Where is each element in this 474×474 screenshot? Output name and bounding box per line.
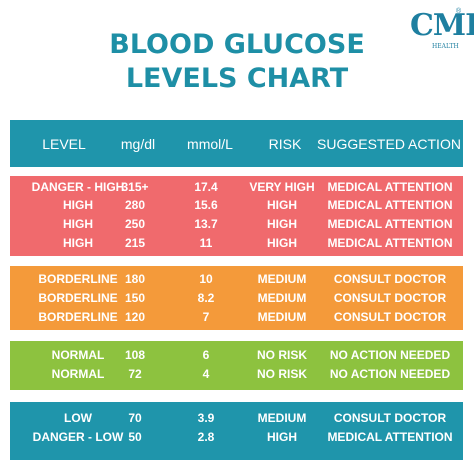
table-row: BORDERLINE 120 7 MEDIUM CONSULT DOCTOR	[10, 308, 463, 326]
cell-mmol-l: 7	[202, 310, 210, 324]
cell-level: HIGH	[63, 217, 93, 231]
cell-risk: VERY HIGH	[249, 180, 315, 194]
cell-mmol-l: 15.6	[194, 198, 218, 212]
cell-risk: HIGH	[267, 430, 297, 444]
low-band	[10, 402, 463, 460]
cell-action: NO ACTION NEEDED	[329, 367, 451, 381]
cell-level: BORDERLINE	[38, 310, 118, 324]
cell-risk: MEDIUM	[257, 310, 307, 324]
table-row: BORDERLINE 150 8.2 MEDIUM CONSULT DOCTOR	[10, 289, 463, 307]
page-title-line-1: BLOOD GLUCOSE	[109, 29, 365, 60]
table-header-row: LEVEL mg/dl mmol/L RISK SUGGESTED ACTION	[10, 135, 463, 153]
header-mmol-l: mmol/L	[187, 136, 233, 152]
cell-mmol-l: 4	[202, 367, 210, 381]
page-title-line-2: LEVELS CHART	[125, 63, 349, 94]
cell-level: HIGH	[63, 198, 93, 212]
cell-action: NO ACTION NEEDED	[329, 348, 451, 362]
cell-level: BORDERLINE	[38, 272, 118, 286]
cell-mmol-l: 13.7	[194, 217, 218, 231]
cell-action: MEDICAL ATTENTION	[327, 430, 453, 444]
cell-mmol-l: 2.8	[197, 430, 215, 444]
table-row: DANGER - LOW 50 2.8 HIGH MEDICAL ATTENTION	[10, 428, 463, 446]
table-row: LOW 70 3.9 MEDIUM CONSULT DOCTOR	[10, 409, 463, 427]
cell-mg-dl: 70	[128, 411, 142, 425]
cell-action: MEDICAL ATTENTION	[327, 217, 453, 231]
cell-risk: MEDIUM	[257, 291, 307, 305]
cell-level: HIGH	[63, 236, 93, 250]
cell-risk: HIGH	[267, 236, 297, 250]
logo-mark: CMI	[410, 8, 474, 43]
cell-mg-dl: 72	[128, 367, 142, 381]
cell-level: BORDERLINE	[38, 291, 118, 305]
logo-subtitle: HEALTH	[432, 43, 459, 50]
table-header-band	[10, 120, 463, 167]
cell-mg-dl: 315+	[121, 180, 149, 194]
cell-level: DANGER - LOW	[32, 430, 124, 444]
header-risk: RISK	[268, 136, 302, 152]
cell-level: NORMAL	[51, 348, 105, 362]
table-row: NORMAL 72 4 NO RISK NO ACTION NEEDED	[10, 365, 463, 383]
cell-risk: NO RISK	[256, 348, 307, 362]
cell-risk: MEDIUM	[257, 272, 307, 286]
cell-mg-dl: 250	[124, 217, 146, 231]
cell-mmol-l: 10	[199, 272, 213, 286]
cmi-health-logo: CMI ® HEALTH	[410, 8, 474, 52]
borderline-band	[10, 266, 463, 330]
cell-action: MEDICAL ATTENTION	[327, 180, 453, 194]
table-row: HIGH 280 15.6 HIGH MEDICAL ATTENTION	[10, 196, 463, 214]
cell-action: CONSULT DOCTOR	[333, 291, 447, 305]
cell-mg-dl: 215	[124, 236, 146, 250]
cell-risk: HIGH	[267, 217, 297, 231]
cell-risk: MEDIUM	[257, 411, 307, 425]
cell-mmol-l: 8.2	[197, 291, 215, 305]
header-mg-dl: mg/dl	[120, 136, 156, 152]
table-row: DANGER - HIGH 315+ 17.4 VERY HIGH MEDICAL AT…	[10, 178, 463, 196]
cell-mg-dl: 120	[124, 310, 146, 324]
cell-action: CONSULT DOCTOR	[333, 272, 447, 286]
cell-mg-dl: 180	[124, 272, 146, 286]
cell-mg-dl: 50	[128, 430, 142, 444]
cell-level: DANGER - HIGH	[31, 180, 125, 194]
table-row: HIGH 250 13.7 HIGH MEDICAL ATTENTION	[10, 215, 463, 233]
cell-risk: HIGH	[267, 198, 297, 212]
high-risk-band	[10, 176, 463, 256]
header-suggested-action: SUGGESTED ACTION	[317, 136, 461, 152]
cell-action: MEDICAL ATTENTION	[327, 236, 453, 250]
cell-level: LOW	[64, 411, 92, 425]
cell-level: NORMAL	[51, 367, 105, 381]
cell-mmol-l: 17.4	[194, 180, 218, 194]
cell-mmol-l: 6	[202, 348, 210, 362]
table-row: HIGH 215 11 HIGH MEDICAL ATTENTION	[10, 234, 463, 252]
normal-band	[10, 341, 463, 390]
registered-mark: ®	[456, 8, 462, 15]
cell-action: CONSULT DOCTOR	[333, 310, 447, 324]
cell-action: MEDICAL ATTENTION	[327, 198, 453, 212]
cell-mg-dl: 280	[124, 198, 146, 212]
table-row: BORDERLINE 180 10 MEDIUM CONSULT DOCTOR	[10, 270, 463, 288]
cell-action: CONSULT DOCTOR	[333, 411, 447, 425]
cell-mmol-l: 3.9	[197, 411, 215, 425]
cell-mmol-l: 11	[199, 236, 213, 250]
cell-mg-dl: 108	[124, 348, 146, 362]
cell-mg-dl: 150	[124, 291, 146, 305]
header-level: LEVEL	[42, 136, 86, 152]
table-row: NORMAL 108 6 NO RISK NO ACTION NEEDED	[10, 346, 463, 364]
cell-risk: NO RISK	[256, 367, 307, 381]
